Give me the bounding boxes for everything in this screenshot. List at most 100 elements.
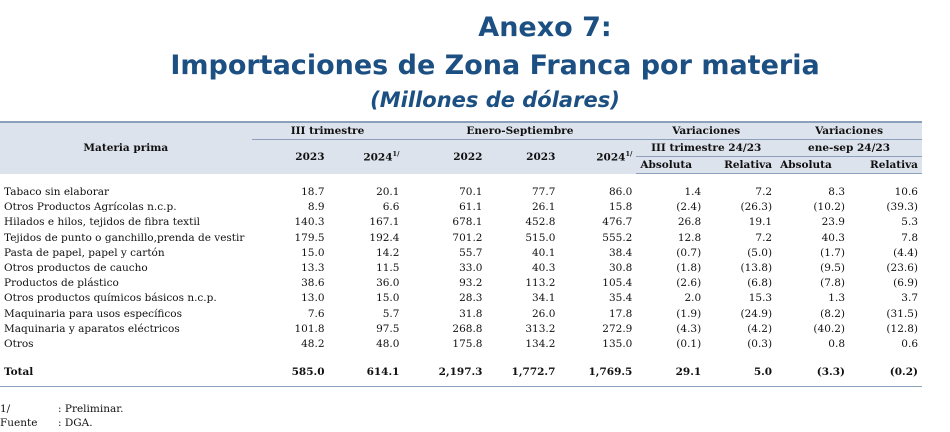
value-cell: (0.3) — [747, 337, 773, 350]
value-cell: 1,772.7 — [511, 365, 556, 378]
value-cell: 15.0 — [376, 292, 400, 305]
value-cell: 701.2 — [452, 231, 483, 244]
value-cell: 105.4 — [602, 277, 633, 290]
value-cell: (6.8) — [747, 277, 773, 290]
header-year: 2023 — [251, 139, 329, 174]
value-cell: (8.2) — [820, 307, 845, 320]
value-cell: 1,769.5 — [588, 365, 633, 378]
value-cell: (13.8) — [740, 262, 773, 275]
header-group-var2: Variaciones — [776, 121, 922, 140]
value-cell: 515.0 — [525, 231, 556, 244]
value-cell: 5.0 — [753, 365, 773, 378]
value-cell: (24.9) — [740, 307, 773, 320]
value-cell: (0.2) — [889, 365, 918, 378]
value-cell: 11.5 — [376, 262, 400, 275]
value-cell: 0.6 — [901, 337, 918, 350]
footnotes: 1/: Preliminar. Fuente: DGA. — [0, 402, 123, 430]
header-year: 20241/ — [328, 139, 404, 174]
header-group-var1: Variaciones — [636, 121, 777, 140]
value-cell: 2.0 — [684, 292, 702, 305]
value-cell: 26.1 — [532, 201, 556, 214]
value-cell: 15.8 — [608, 201, 633, 214]
units-label: (Millones de dólares) — [370, 88, 620, 112]
value-cell: 113.2 — [525, 277, 556, 290]
value-cell: 97.5 — [376, 322, 400, 335]
value-cell: 0.8 — [828, 337, 845, 350]
row-label: Otros productos de caucho — [4, 262, 148, 275]
value-cell: (0.7) — [676, 246, 702, 259]
value-cell: 134.2 — [525, 337, 556, 350]
value-cell: 26.0 — [532, 307, 556, 320]
imports-table: Materia prima III trimestre Enero-Septie… — [0, 121, 922, 388]
table-row: Maquinaria para usos específicos 7.6 5.7 31… — [0, 307, 922, 322]
value-cell: 140.3 — [294, 216, 325, 229]
value-cell: 192.4 — [369, 231, 400, 244]
value-cell: 7.2 — [755, 186, 773, 199]
value-cell: (0.1) — [676, 337, 702, 350]
value-cell: 55.7 — [459, 246, 483, 259]
table-row: Otros productos químicos básicos n.c.p. 1… — [0, 291, 922, 306]
value-cell: 7.6 — [307, 307, 325, 320]
value-cell: (40.2) — [813, 322, 845, 335]
value-cell: 18.7 — [301, 186, 325, 199]
header-materia: Materia prima — [0, 121, 252, 174]
row-label: Productos de plástico — [4, 277, 119, 290]
row-label: Tejidos de punto o ganchillo,prenda de v… — [4, 231, 245, 244]
value-cell: 175.8 — [452, 337, 483, 350]
value-cell: 555.2 — [602, 231, 633, 244]
value-cell: (26.3) — [740, 201, 773, 214]
page-subtitle: Importaciones de Zona Franca por materia — [170, 50, 820, 81]
value-cell: 28.3 — [459, 292, 483, 305]
value-cell: 268.8 — [452, 322, 483, 335]
value-cell: 48.2 — [301, 337, 325, 350]
value-cell: 31.8 — [459, 307, 483, 320]
value-cell: 678.1 — [452, 216, 483, 229]
value-cell: 61.1 — [459, 201, 483, 214]
value-cell: 26.8 — [677, 216, 702, 229]
value-cell: 70.1 — [459, 186, 483, 199]
value-cell: 86.0 — [608, 186, 633, 199]
value-cell: (39.3) — [886, 201, 918, 214]
table-row: Maquinaria y aparatos eléctricos 101.8 97.… — [0, 322, 922, 337]
value-cell: 7.8 — [901, 231, 918, 244]
table-row: Otros productos de caucho 13.3 11.5 33.0 40.… — [0, 261, 922, 276]
table-row: Hilados e hilos, tejidos de fibra textil… — [0, 215, 922, 230]
value-cell: 3.7 — [901, 292, 918, 305]
value-cell: 452.8 — [525, 216, 556, 229]
value-cell: 38.6 — [301, 277, 325, 290]
table-row: Otros 48.2 48.0 175.8 134.2 135.0 (0.1) (0.3) 0.… — [0, 337, 922, 352]
row-label: Maquinaria para usos específicos — [4, 307, 183, 320]
value-cell: 14.2 — [376, 246, 400, 259]
value-cell: 48.0 — [376, 337, 400, 350]
row-label: Otros productos químicos básicos n.c.p. — [4, 292, 217, 305]
row-label: Hilados e hilos, tejidos de fibra textil — [4, 216, 201, 229]
value-cell: 23.9 — [821, 216, 845, 229]
header-sub-var2: ene-sep 24/23 — [776, 139, 922, 157]
value-cell: (6.9) — [893, 277, 918, 290]
value-cell: 35.4 — [608, 292, 633, 305]
value-cell: 272.9 — [602, 322, 633, 335]
header-absoluta: Absoluta — [776, 156, 849, 174]
value-cell: (3.3) — [816, 365, 845, 378]
value-cell: (1.9) — [676, 307, 702, 320]
value-cell: 40.1 — [532, 246, 556, 259]
value-cell: 313.2 — [525, 322, 556, 335]
value-cell: 135.0 — [602, 337, 633, 350]
value-cell: (1.8) — [676, 262, 702, 275]
value-cell: 6.6 — [382, 201, 400, 214]
value-cell: 15.3 — [748, 292, 773, 305]
value-cell: 40.3 — [532, 262, 556, 275]
value-cell: 12.8 — [677, 231, 702, 244]
value-cell: 2,197.3 — [438, 365, 483, 378]
value-cell: 7.2 — [755, 231, 773, 244]
value-cell: 8.9 — [307, 201, 325, 214]
value-cell: 17.8 — [608, 307, 633, 320]
value-cell: 13.3 — [301, 262, 325, 275]
row-label: Maquinaria y aparatos eléctricos — [4, 322, 180, 335]
header-relativa: Relativa — [849, 156, 922, 174]
value-cell: 38.4 — [608, 246, 633, 259]
value-cell: 101.8 — [294, 322, 325, 335]
value-cell: 8.3 — [828, 186, 845, 199]
value-cell: (31.5) — [886, 307, 918, 320]
row-label: Total — [4, 365, 34, 378]
